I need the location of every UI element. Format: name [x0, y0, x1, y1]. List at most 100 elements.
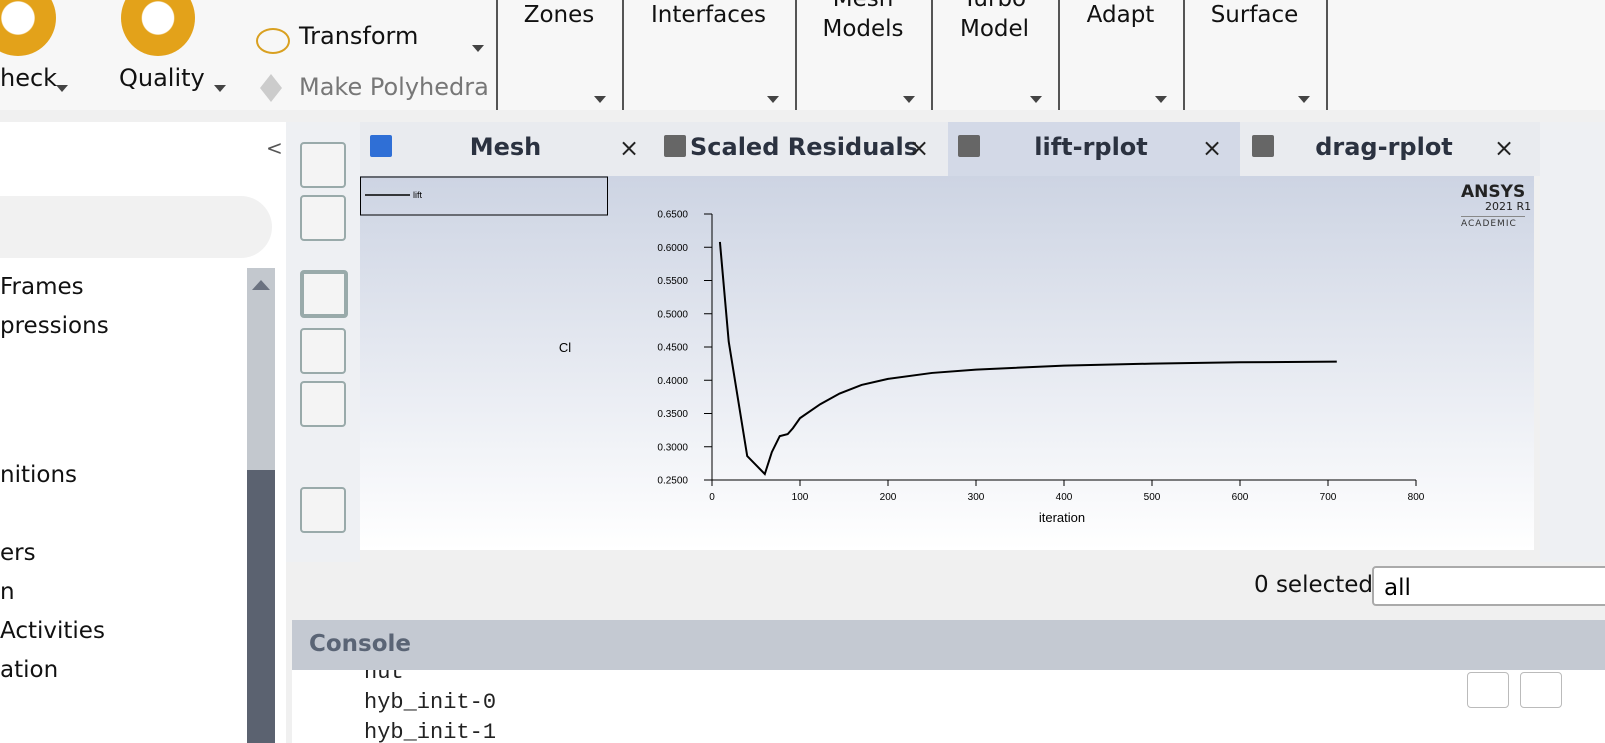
group-separator — [496, 0, 498, 110]
search-box[interactable] — [0, 196, 272, 258]
x-tick-label: 800 — [1408, 492, 1425, 503]
y-axis-label: Cl — [559, 340, 571, 355]
brand-edition: ACADEMIC — [1461, 216, 1525, 229]
pan-tool[interactable] — [300, 381, 346, 427]
y-tick-label: 0.4000 — [657, 376, 688, 387]
active-tab — [948, 122, 1240, 176]
quality-button[interactable]: Quality — [119, 64, 205, 92]
tab-icon — [664, 135, 686, 157]
ribbon-group-label[interactable]: Turbo — [931, 0, 1058, 12]
tab-close[interactable]: × — [619, 134, 640, 162]
console-line: hyb_init-0 — [364, 690, 497, 715]
dropdown-arrow — [56, 85, 68, 92]
info-button[interactable] — [1520, 672, 1562, 708]
ribbon-group-label[interactable]: Adapt — [1086, 2, 1155, 28]
console-header — [292, 620, 1605, 670]
console-line: hut — [364, 670, 404, 685]
console-line: hyb_init-1 — [364, 720, 497, 743]
group-separator — [931, 0, 933, 110]
tree-item[interactable]: Activities — [0, 618, 105, 644]
tool-button[interactable] — [300, 195, 346, 241]
dropdown-arrow — [472, 45, 484, 52]
make-polyhedra-button[interactable]: Make Polyhedra — [299, 73, 489, 101]
tree-item[interactable]: pressions — [0, 313, 109, 339]
group-separator — [1183, 0, 1185, 110]
tab-label[interactable]: lift-rplot — [1034, 133, 1148, 161]
ribbon-group-label[interactable]: Surface — [1210, 2, 1299, 28]
group-separator — [622, 0, 624, 110]
tree-item[interactable]: n — [0, 579, 15, 605]
check-button[interactable]: heck — [0, 64, 58, 92]
brand-version: 2021 R1 — [1485, 200, 1532, 213]
graphics-window — [360, 176, 1534, 550]
scroll-up[interactable] — [252, 280, 270, 290]
tab-close[interactable]: × — [909, 134, 930, 162]
x-tick-label: 200 — [880, 492, 897, 503]
tab-label[interactable]: drag-rplot — [1315, 133, 1453, 161]
warning-button[interactable] — [1467, 672, 1509, 708]
tab-label[interactable]: Scaled Residuals — [690, 133, 918, 161]
tab-icon — [1252, 135, 1274, 157]
tree-item[interactable]: Frames — [0, 274, 84, 300]
tool-button[interactable] — [300, 142, 346, 188]
y-tick-label: 0.4500 — [657, 343, 688, 354]
zoom-tool[interactable] — [300, 487, 346, 533]
x-tick-label: 300 — [968, 492, 985, 503]
ribbon-group-label[interactable]: Zones — [523, 2, 595, 28]
console-title: Console — [309, 631, 412, 657]
ribbon-group-label[interactable]: Mesh — [795, 0, 931, 12]
y-tick-label: 0.5000 — [657, 309, 688, 320]
y-tick-label: 0.5500 — [657, 276, 688, 287]
tab-close[interactable]: × — [1202, 134, 1223, 162]
collapse-button[interactable]: < — [266, 136, 283, 160]
x-tick-label: 100 — [792, 492, 809, 503]
dropdown-arrow — [767, 96, 779, 103]
console-body: hut hyb_init-0 hyb_init-1 — [292, 670, 1605, 743]
y-tick-label: 0.3500 — [657, 409, 688, 420]
brand-name: ANSYS — [1461, 182, 1526, 202]
rotate-tool[interactable] — [300, 328, 346, 374]
chart: 0.2500 0.3000 0.3500 0.4000 0.4500 0.5000 0.55… — [360, 176, 1425, 525]
ribbon-group-label[interactable]: Model — [959, 16, 1030, 42]
y-tick-label: 0.2500 — [657, 476, 688, 487]
x-tick-label: 0 — [709, 492, 715, 503]
ribbon-group-label[interactable]: Interfaces — [651, 2, 766, 28]
dropdown-arrow — [1155, 96, 1167, 103]
x-tick-label: 700 — [1320, 492, 1337, 503]
tree-item[interactable]: ers — [0, 540, 36, 566]
tab-label[interactable]: Mesh — [469, 133, 542, 161]
right-toolbar — [1540, 122, 1605, 562]
y-tick-label: 0.6000 — [657, 243, 688, 254]
ribbon-group-label[interactable]: Models — [822, 16, 904, 42]
dropdown-arrow — [1298, 96, 1310, 103]
group-separator — [795, 0, 797, 110]
group-separator — [1326, 0, 1328, 110]
dropdown-arrow — [594, 96, 606, 103]
legend-box — [360, 176, 608, 216]
dropdown-arrow — [214, 85, 226, 92]
tab-icon — [958, 135, 980, 157]
dropdown-arrow — [903, 96, 915, 103]
y-tick-label: 0.6500 — [657, 210, 688, 221]
dropdown-arrow — [1030, 96, 1042, 103]
x-tick-label: 600 — [1232, 492, 1249, 503]
x-axis-label: iteration — [1039, 510, 1085, 525]
x-tick-label: 400 — [1056, 492, 1073, 503]
tree-item[interactable]: ation — [0, 657, 59, 683]
group-separator — [1058, 0, 1060, 110]
tab-close[interactable]: × — [1494, 134, 1515, 162]
scrollbar-thumb[interactable] — [247, 268, 275, 470]
legend-label: lift — [413, 190, 422, 200]
tab-icon — [370, 135, 392, 157]
x-tick-label: 500 — [1144, 492, 1161, 503]
y-tick-label: 0.3000 — [657, 442, 688, 453]
transform-button[interactable]: Transform — [299, 22, 419, 50]
tree-item[interactable]: nitions — [0, 462, 78, 488]
filter-dropdown[interactable]: all — [1372, 566, 1605, 606]
transform-icon — [256, 28, 290, 54]
polyhedra-icon — [260, 74, 282, 102]
data-line — [718, 241, 1337, 476]
selection-count: 0 selected — [1254, 572, 1374, 598]
select-tool[interactable] — [300, 270, 348, 318]
